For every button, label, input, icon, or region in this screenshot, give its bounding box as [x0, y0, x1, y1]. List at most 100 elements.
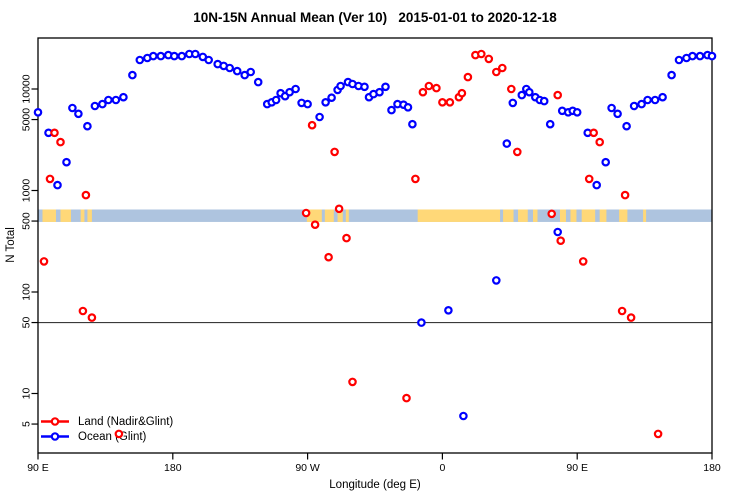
- data-point: [613, 109, 622, 119]
- band-land-segment: [345, 209, 349, 222]
- x-axis: 90 E 180 90 W 0 90 E 180: [27, 453, 721, 474]
- data-point: [375, 87, 384, 97]
- legend-item-land: Land (Nadir&Glint): [40, 414, 173, 429]
- band-land-segment: [599, 209, 607, 222]
- data-point: [128, 70, 137, 80]
- series-ocean: [33, 49, 717, 421]
- data-point: [204, 55, 214, 65]
- band-land-segment: [337, 209, 343, 222]
- data-point: [491, 276, 501, 285]
- data-point: [424, 81, 434, 91]
- data-point: [301, 208, 311, 218]
- data-point: [135, 55, 145, 65]
- data-point: [246, 67, 256, 77]
- data-point: [387, 105, 396, 115]
- data-point: [381, 82, 390, 92]
- data-point: [539, 96, 549, 106]
- data-point: [68, 103, 77, 113]
- data-point: [622, 121, 631, 131]
- data-point: [62, 157, 71, 167]
- data-point: [476, 49, 486, 59]
- data-point: [620, 190, 630, 200]
- band-land-segment: [518, 209, 528, 222]
- data-point: [321, 98, 330, 107]
- y-tick-label: 100: [21, 283, 33, 301]
- band-ocean: [38, 209, 712, 222]
- band-land-segment: [87, 209, 92, 222]
- data-point: [438, 98, 447, 107]
- y-tick-label: 50: [21, 317, 33, 329]
- series-land: [39, 49, 663, 439]
- data-point: [508, 98, 518, 108]
- data-point: [114, 429, 124, 439]
- y-axis-title: N Total: [5, 227, 17, 263]
- data-point: [149, 51, 158, 61]
- x-tick-label: 180: [164, 462, 182, 474]
- band-land-segment: [533, 209, 538, 222]
- data-point: [83, 121, 92, 131]
- x-tick-label: 90 E: [566, 462, 588, 474]
- data-point: [578, 257, 588, 266]
- data-point: [553, 90, 563, 100]
- data-point: [653, 429, 663, 439]
- data-point: [545, 119, 555, 129]
- data-point: [408, 119, 417, 129]
- data-point: [334, 204, 344, 214]
- data-point: [491, 67, 501, 77]
- data-point: [589, 128, 599, 138]
- data-point: [111, 95, 121, 105]
- data-point: [584, 174, 594, 184]
- data-point: [74, 109, 83, 119]
- data-point: [601, 157, 611, 167]
- data-point: [39, 257, 49, 266]
- data-point: [225, 63, 235, 73]
- data-point: [432, 83, 441, 93]
- data-point: [50, 128, 59, 138]
- data-point: [592, 180, 602, 190]
- data-point: [310, 220, 320, 230]
- data-point: [53, 180, 62, 190]
- data-point: [307, 120, 317, 130]
- band-land-segment: [324, 209, 334, 222]
- data-point: [253, 77, 263, 87]
- data-point: [33, 108, 43, 117]
- data-point: [707, 51, 717, 61]
- data-point: [342, 233, 351, 243]
- data-point: [463, 72, 473, 82]
- data-point: [291, 84, 300, 94]
- data-point: [484, 54, 494, 64]
- data-point: [78, 306, 88, 316]
- data-point: [336, 81, 345, 91]
- y-tick-label: 1000: [21, 179, 33, 203]
- legend-symbol-land-icon: [41, 417, 69, 426]
- data-point: [315, 112, 324, 122]
- data-point: [104, 95, 113, 105]
- data-point: [170, 51, 179, 61]
- data-point: [595, 137, 605, 147]
- band-land-segment: [619, 209, 628, 222]
- data-point: [674, 55, 684, 65]
- y-tick-label: 5: [21, 421, 33, 427]
- surface-type-band: [38, 209, 712, 222]
- x-axis-title: Longitude (deg E): [329, 479, 421, 491]
- data-point: [643, 95, 652, 105]
- x-tick-label: 0: [439, 462, 445, 474]
- plot-frame: [37, 37, 713, 454]
- data-point: [517, 90, 527, 100]
- data-point: [45, 174, 55, 184]
- data-point: [556, 236, 566, 246]
- band-land-segment: [80, 209, 85, 222]
- data-point: [572, 108, 582, 117]
- data-point: [444, 305, 453, 315]
- legend-symbol-ocean-icon: [41, 432, 69, 441]
- y-tick-label: 500: [21, 212, 33, 230]
- data-point: [547, 209, 557, 219]
- band-land-segment: [503, 209, 514, 222]
- data-point: [650, 95, 660, 105]
- data-point: [617, 306, 627, 316]
- data-point: [330, 147, 339, 157]
- data-point: [324, 252, 333, 262]
- data-point: [506, 84, 516, 94]
- data-point: [403, 103, 413, 112]
